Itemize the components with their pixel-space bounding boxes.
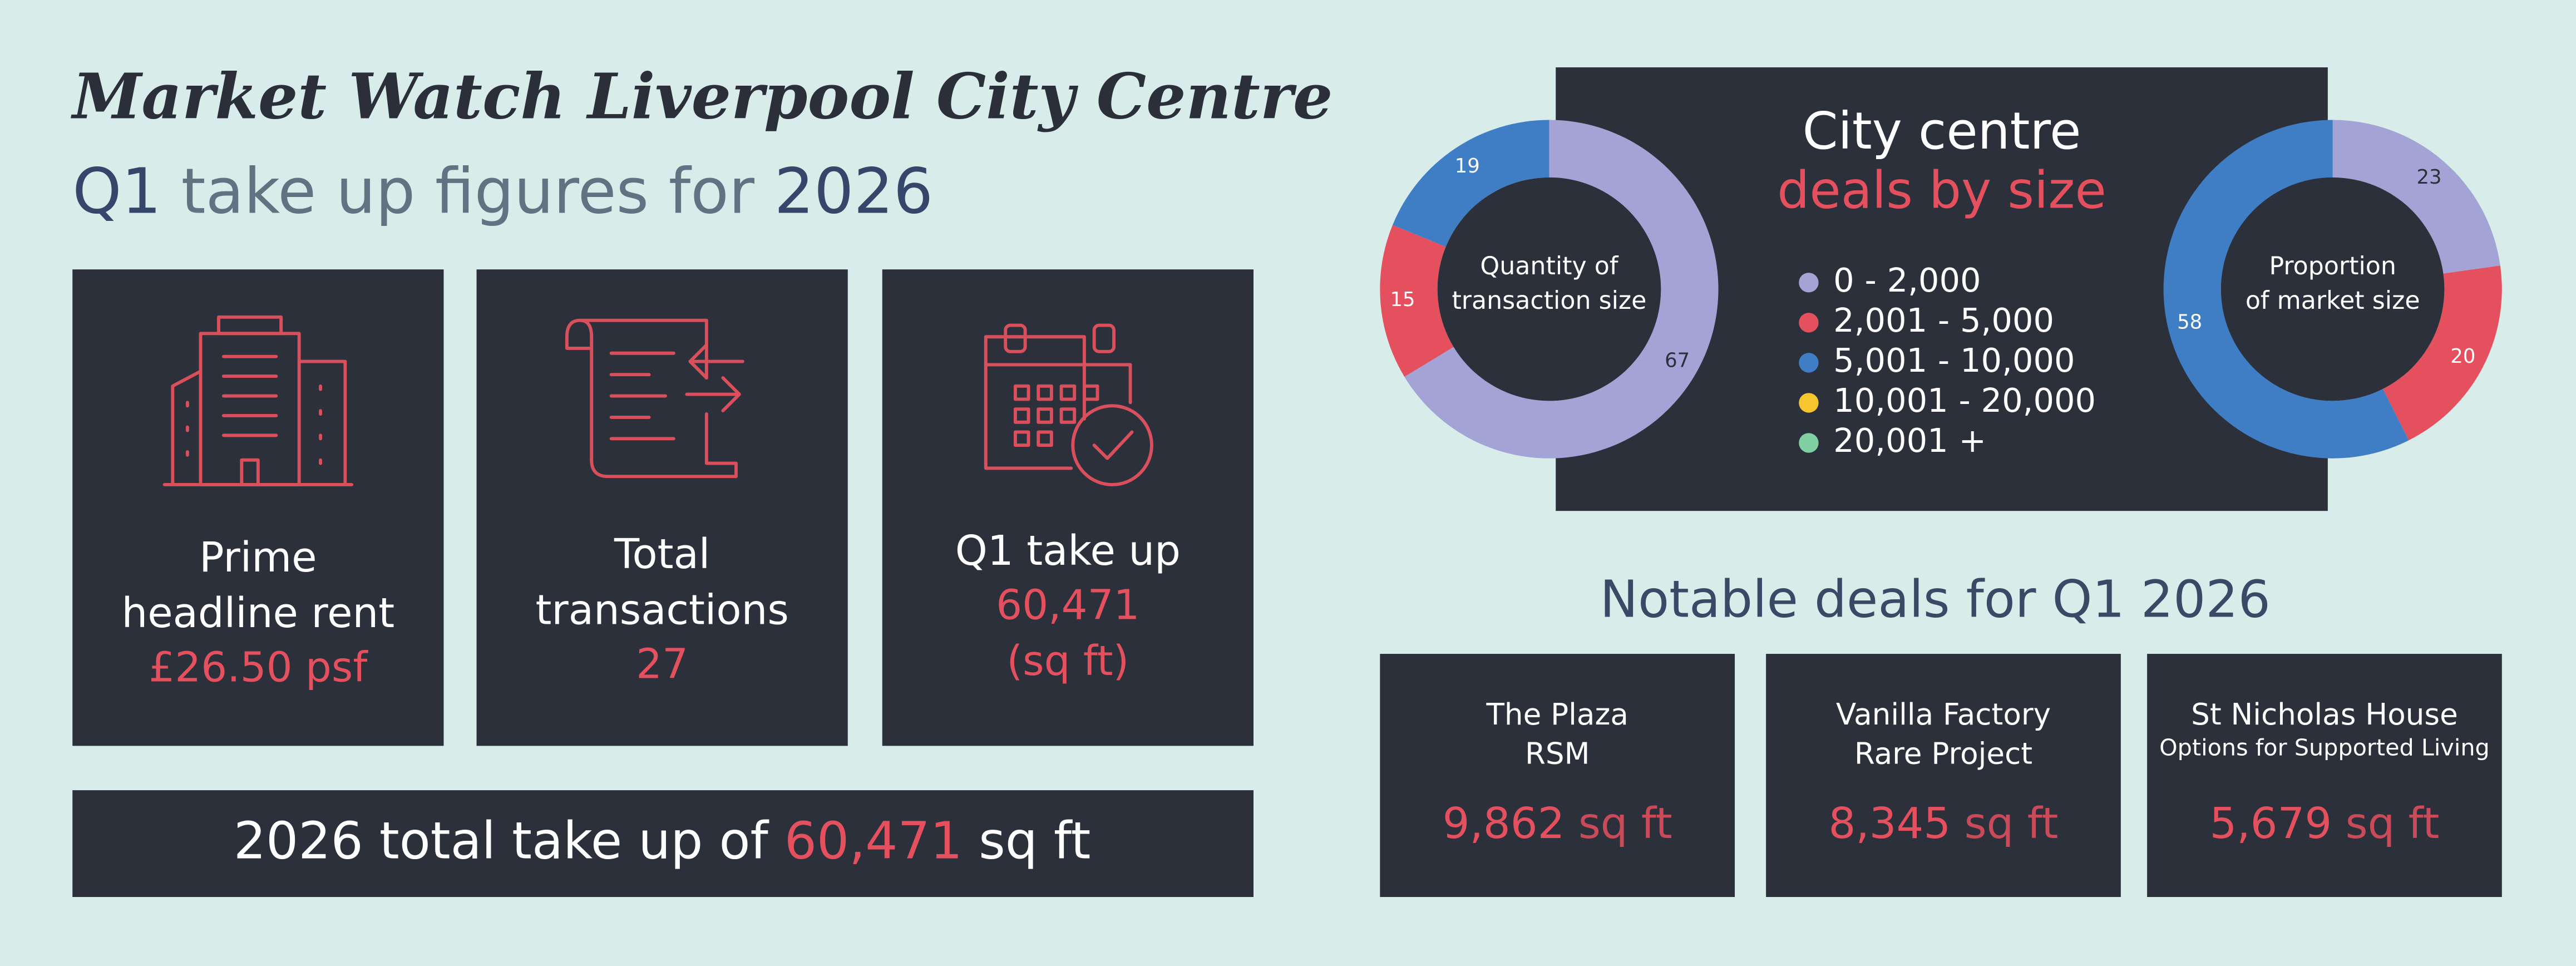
center-label: Proportion xyxy=(2269,252,2396,280)
donut-slice xyxy=(2383,265,2502,441)
stat-label: Prime xyxy=(199,534,317,581)
stat-value: £26.50 psf xyxy=(149,644,368,692)
stat-card xyxy=(72,269,444,746)
legend-swatch xyxy=(1799,393,1819,413)
stat-label: transactions xyxy=(535,586,788,634)
slice-label: 19 xyxy=(1455,155,1480,178)
center-label: Quantity of xyxy=(1480,252,1618,280)
deal-tenant: Rare Project xyxy=(1854,737,2032,771)
deal-name: St Nicholas House xyxy=(2191,697,2458,732)
deal-card xyxy=(2147,654,2502,897)
calendar-icon xyxy=(984,323,1153,486)
donut-slice xyxy=(2332,120,2500,274)
legend-label: 5,001 - 10,000 xyxy=(1833,341,2075,379)
stat-card xyxy=(882,269,1254,746)
stat-value: (sq ft) xyxy=(1006,637,1129,685)
donut-slice xyxy=(1380,225,1454,377)
donut-charts: 67 15 19 Quantity of transaction size 23 20 58 P… xyxy=(1380,120,2502,459)
deal-tenant: RSM xyxy=(1525,737,1590,771)
center-label: of market size xyxy=(2246,287,2420,315)
slice-label: 20 xyxy=(2450,345,2475,368)
title: Market Watch Liverpool City Centre xyxy=(70,60,1333,133)
deal-size: 5,679 sq ft xyxy=(2209,799,2439,849)
slice-label: 67 xyxy=(1665,349,1690,372)
panel-title: City centre xyxy=(1803,101,2081,161)
notable-title: Notable deals for Q1 2026 xyxy=(1600,569,2271,629)
donut-hole xyxy=(2220,177,2445,401)
deal-size: 8,345 sq ft xyxy=(1828,799,2058,849)
document-icon xyxy=(565,318,744,479)
legend-swatch xyxy=(1799,273,1819,293)
stat-value: 60,471 xyxy=(996,581,1139,629)
deal-name: The Plaza xyxy=(1486,697,1628,732)
stat-label: headline rent xyxy=(121,589,394,637)
legend-swatch xyxy=(1799,353,1819,373)
legend-label: 10,001 - 20,000 xyxy=(1833,381,2096,420)
stat-label: Q1 take up xyxy=(955,527,1181,575)
deal-tenant: Options for Supported Living xyxy=(2159,734,2490,761)
center-label: transaction size xyxy=(1452,287,1646,315)
total-text: 2026 total take up of 60,471 sq ft xyxy=(234,811,1091,870)
stat-card xyxy=(476,269,848,746)
slice-label: 58 xyxy=(2177,311,2202,334)
stat-value: 27 xyxy=(636,640,688,688)
legend-label: 20,001 + xyxy=(1833,421,1986,460)
panel-subtitle: deals by size xyxy=(1777,160,2106,220)
stat-label: Total xyxy=(614,530,710,578)
legend-label: 0 - 2,000 xyxy=(1833,261,1981,299)
legend-label: 2,001 - 5,000 xyxy=(1833,301,2054,339)
building-icon xyxy=(162,315,354,486)
subtitle: Q1 take up figures for 2026 xyxy=(72,155,933,228)
donut-hole xyxy=(1437,177,1661,401)
deal-card xyxy=(1766,654,2121,897)
donut-slice xyxy=(1404,120,1719,459)
slice-label: 23 xyxy=(2417,166,2442,189)
deal-size: 9,862 sq ft xyxy=(1443,799,1672,849)
total-bar xyxy=(72,790,1254,897)
deal-name: Vanilla Factory xyxy=(1836,697,2051,732)
slice-label: 15 xyxy=(1390,288,1415,311)
donut-slice xyxy=(1393,120,1549,247)
legend-swatch xyxy=(1799,433,1819,453)
donut-slice xyxy=(2163,120,2409,459)
legend-swatch xyxy=(1799,313,1819,333)
deal-card xyxy=(1380,654,1735,897)
